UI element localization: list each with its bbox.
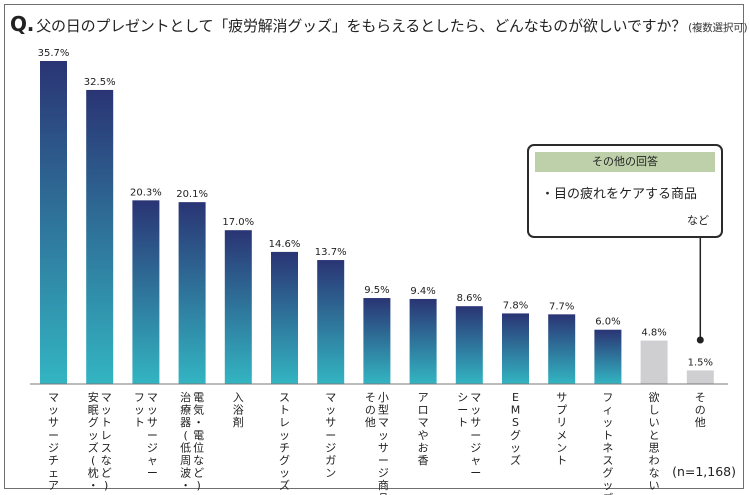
value-label: 32.5%	[84, 77, 116, 88]
value-label: 14.6%	[269, 239, 301, 250]
category-label: ストレッチグッズ	[279, 391, 290, 492]
bar	[363, 298, 391, 384]
category-label: マッサージャー	[470, 391, 481, 480]
other-answers-callout: その他の回答 ・目の疲れをケアする商品 など	[527, 144, 723, 238]
callout-connector-dot	[696, 336, 704, 344]
value-label: 1.5%	[688, 357, 713, 368]
value-label: 9.5%	[364, 285, 389, 296]
bar	[40, 61, 67, 384]
category-label: フィットネスグッズ	[602, 391, 613, 495]
bar	[594, 329, 622, 384]
value-label: 4.8%	[641, 328, 666, 339]
callout-footer: など	[687, 214, 709, 227]
question-title: Q. 父の日のプレゼントとして「疲労解消グッズ」をもらえるとしたら、どんなものが欲…	[10, 12, 748, 36]
bar	[455, 306, 483, 384]
category-labels-group: マッサージチェア安眠グッズ(枕・マットレスなど)フットマッサージャー治療器(低周…	[48, 390, 706, 495]
chart-frame	[4, 4, 744, 489]
callout-header: その他の回答	[535, 152, 715, 172]
bars-group: 35.7% 32.5% 20.3% 20.1% 17.0% 14.6% 13.7% 9.5% 9…	[38, 48, 714, 384]
category-label: アロマやお香	[418, 391, 429, 467]
value-label: 20.3%	[130, 187, 162, 198]
value-label: 17.0%	[222, 217, 254, 228]
category-label: マッサージャー	[147, 391, 158, 480]
category-label: マッサージチェア	[48, 391, 59, 492]
value-label: 7.7%	[549, 301, 574, 312]
category-label: フット	[134, 391, 145, 429]
category-label: 入浴剤	[233, 391, 244, 429]
bar	[86, 89, 114, 384]
bar	[502, 313, 529, 384]
value-label: 8.6%	[457, 293, 482, 304]
category-label: マットレスなど)	[101, 391, 112, 492]
value-label: 35.7%	[38, 48, 70, 59]
bar	[178, 202, 206, 384]
category-label: その他	[365, 391, 376, 429]
category-label: E M S グッズ	[510, 391, 521, 467]
category-label: 治療器(低周波・	[180, 390, 191, 492]
category-label: その他	[695, 391, 706, 429]
value-label: 6.0%	[595, 317, 620, 328]
bar	[548, 314, 576, 384]
value-label: 9.4%	[410, 286, 435, 297]
category-label: 欲しいと思わない	[649, 390, 660, 492]
value-label: 7.8%	[503, 300, 528, 311]
category-label: シート	[457, 391, 468, 429]
bar	[317, 260, 345, 384]
bar	[409, 298, 437, 384]
question-note: (複数選択可)	[688, 22, 748, 34]
category-label: 安眠グッズ(枕・	[88, 390, 99, 492]
sample-size: (n=1,168)	[672, 464, 736, 479]
bar	[686, 370, 714, 384]
question-text: 父の日のプレゼントとして「疲労解消グッズ」をもらえるとしたら、どんなものが欲しい…	[36, 17, 687, 35]
bar	[132, 200, 160, 384]
category-label: 小型マッサージ商品	[378, 391, 389, 495]
category-label: サプリメント	[556, 391, 567, 467]
question-mark: Q.	[10, 12, 35, 36]
category-label: 電気・電位など)	[193, 391, 204, 492]
bar	[224, 230, 252, 384]
category-label: マッサージガン	[325, 391, 336, 480]
callout-body: ・目の疲れをケアする商品	[541, 187, 698, 202]
value-label: 13.7%	[315, 247, 347, 258]
bar	[271, 251, 298, 384]
bar	[640, 340, 668, 384]
value-label: 20.1%	[176, 189, 208, 200]
